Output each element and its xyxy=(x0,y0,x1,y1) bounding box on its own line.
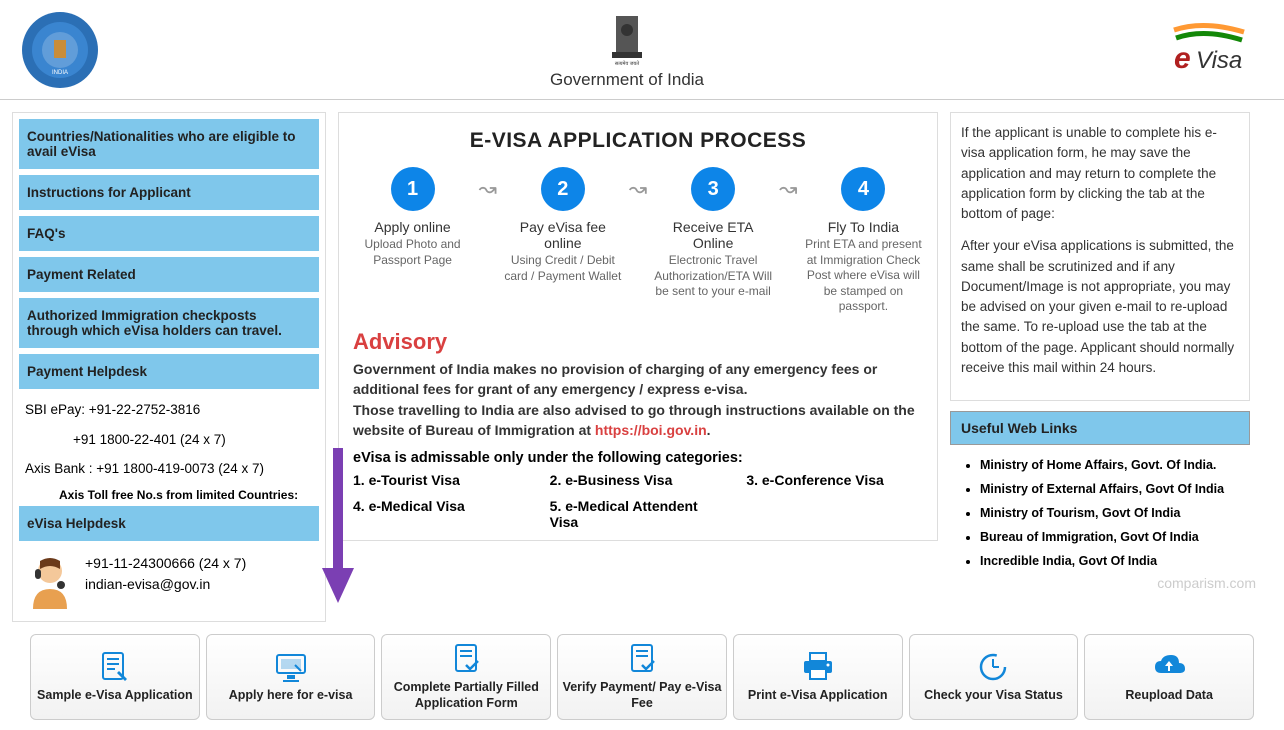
main-content: Countries/Nationalities who are eligible… xyxy=(0,100,1284,634)
axis-bank-text: Axis Bank : +91 1800-419-0073 (24 x 7) xyxy=(19,454,319,484)
categories-title: eVisa is admissable only under the follo… xyxy=(353,450,923,466)
category-item: 5. e-Medical Attendent Visa xyxy=(550,498,727,530)
button-label: Apply here for e-visa xyxy=(229,687,353,703)
useful-link[interactable]: Incredible India, Govt Of India xyxy=(980,549,1240,573)
useful-link[interactable]: Ministry of Tourism, Govt Of India xyxy=(980,501,1240,525)
sbi-alt-text: +91 1800-22-401 (24 x 7) xyxy=(19,425,319,455)
useful-links-header: Useful Web Links xyxy=(950,411,1250,445)
button-label: Reupload Data xyxy=(1125,687,1213,703)
svg-text:सत्यमेव जयते: सत्यमेव जयते xyxy=(615,60,639,66)
step-title: Apply online xyxy=(374,219,450,235)
step-title: Pay eVisa fee online xyxy=(504,219,622,251)
verify-payment-button[interactable]: Verify Payment/ Pay e-Visa Fee xyxy=(557,634,727,721)
document-check-icon xyxy=(448,643,484,675)
step-3: 3 Receive ETA Online Electronic Travel A… xyxy=(654,167,772,300)
sidebar-item-faq[interactable]: FAQ's xyxy=(19,216,319,251)
process-steps: 1 Apply online Upload Photo and Passport… xyxy=(353,167,923,315)
category-item: 4. e-Medical Visa xyxy=(353,498,530,530)
check-status-button[interactable]: Check your Visa Status xyxy=(909,634,1079,721)
useful-links-list: Ministry of Home Affairs, Govt. Of India… xyxy=(950,445,1250,581)
step-desc: Print ETA and present at Immigration Che… xyxy=(804,237,922,315)
process-title: E-VISA APPLICATION PROCESS xyxy=(353,129,923,153)
clock-icon xyxy=(975,651,1011,683)
sbi-epay-text: SBI ePay: +91-22-2752-3816 xyxy=(19,395,319,425)
sidebar-item-payment[interactable]: Payment Related xyxy=(19,257,319,292)
monitor-icon xyxy=(273,651,309,683)
step-desc: Using Credit / Debit card / Payment Wall… xyxy=(504,253,622,284)
step-circle: 4 xyxy=(841,167,885,211)
helpdesk-email: indian-evisa@gov.in xyxy=(85,574,246,595)
step-desc: Upload Photo and Passport Page xyxy=(354,237,472,268)
info-panel: If the applicant is unable to complete h… xyxy=(950,112,1250,401)
useful-link[interactable]: Ministry of External Affairs, Govt Of In… xyxy=(980,477,1240,501)
step-1: 1 Apply online Upload Photo and Passport… xyxy=(354,167,472,268)
advisory-heading: Advisory xyxy=(353,329,923,355)
center-panel: E-VISA APPLICATION PROCESS 1 Apply onlin… xyxy=(338,112,938,541)
categories-grid: 1. e-Tourist Visa 2. e-Business Visa 3. … xyxy=(353,472,923,530)
sidebar: Countries/Nationalities who are eligible… xyxy=(12,112,326,622)
svg-text:INDIA: INDIA xyxy=(52,70,68,76)
useful-link[interactable]: Bureau of Immigration, Govt Of India xyxy=(980,525,1240,549)
info-p1: If the applicant is unable to complete h… xyxy=(961,123,1239,224)
useful-links-panel: Useful Web Links Ministry of Home Affair… xyxy=(950,411,1250,581)
step-4: 4 Fly To India Print ETA and present at … xyxy=(804,167,922,315)
helpdesk-phone: +91-11-24300666 (24 x 7) xyxy=(85,553,246,574)
category-item: 3. e-Conference Visa xyxy=(746,472,923,488)
document-edit-icon xyxy=(97,651,133,683)
header: INDIA सत्यमेव जयते Government of India e… xyxy=(0,0,1284,100)
arrow-icon: ↝ xyxy=(473,167,503,211)
step-circle: 1 xyxy=(391,167,435,211)
sidebar-item-eligible[interactable]: Countries/Nationalities who are eligible… xyxy=(19,119,319,169)
govt-text: Government of India xyxy=(550,70,704,90)
svg-text:e: e xyxy=(1174,42,1191,75)
evisa-logo: e Visa xyxy=(1154,20,1264,80)
button-label: Check your Visa Status xyxy=(924,687,1063,703)
axis-note: Axis Toll free No.s from limited Countri… xyxy=(19,484,319,506)
complete-partial-button[interactable]: Complete Partially Filled Application Fo… xyxy=(381,634,551,721)
advisory-p1: Government of India makes no provision o… xyxy=(353,361,877,397)
printer-icon xyxy=(800,651,836,683)
arrow-icon: ↝ xyxy=(773,167,803,211)
advisory-link[interactable]: https://boi.gov.in xyxy=(595,422,707,438)
useful-link[interactable]: Ministry of Home Affairs, Govt. Of India… xyxy=(980,453,1240,477)
cloud-upload-icon xyxy=(1151,651,1187,683)
apply-here-button[interactable]: Apply here for e-visa xyxy=(206,634,376,721)
bottom-buttons: Sample e-Visa Application Apply here for… xyxy=(0,634,1284,730)
sidebar-item-instructions[interactable]: Instructions for Applicant xyxy=(19,175,319,210)
emblem-icon: सत्यमेव जयते xyxy=(602,10,652,66)
reupload-button[interactable]: Reupload Data xyxy=(1084,634,1254,721)
right-column: If the applicant is unable to complete h… xyxy=(950,112,1250,581)
print-application-button[interactable]: Print e-Visa Application xyxy=(733,634,903,721)
svg-text:Visa: Visa xyxy=(1196,47,1242,74)
step-2: 2 Pay eVisa fee online Using Credit / De… xyxy=(504,167,622,284)
step-circle: 3 xyxy=(691,167,735,211)
step-circle: 2 xyxy=(541,167,585,211)
watermark: comparism.com xyxy=(1157,575,1256,591)
bureau-logo: INDIA xyxy=(20,10,100,90)
category-item: 2. e-Business Visa xyxy=(550,472,727,488)
button-label: Print e-Visa Application xyxy=(748,687,888,703)
step-desc: Electronic Travel Authorization/ETA Will… xyxy=(654,253,772,300)
category-item: 1. e-Tourist Visa xyxy=(353,472,530,488)
button-label: Verify Payment/ Pay e-Visa Fee xyxy=(562,679,722,712)
step-title: Fly To India xyxy=(828,219,899,235)
avatar-icon xyxy=(25,553,75,609)
sidebar-item-payment-helpdesk[interactable]: Payment Helpdesk xyxy=(19,354,319,389)
sidebar-item-evisa-helpdesk[interactable]: eVisa Helpdesk xyxy=(19,506,319,541)
button-label: Complete Partially Filled Application Fo… xyxy=(386,679,546,712)
document-check-icon xyxy=(624,643,660,675)
arrow-icon: ↝ xyxy=(623,167,653,211)
info-p2: After your eVisa applications is submitt… xyxy=(961,236,1239,378)
advisory-text: Government of India makes no provision o… xyxy=(353,359,923,440)
header-center: सत्यमेव जयते Government of India xyxy=(550,10,704,90)
sample-application-button[interactable]: Sample e-Visa Application xyxy=(30,634,200,721)
helpdesk-contact: +91-11-24300666 (24 x 7) indian-evisa@go… xyxy=(19,547,319,615)
advisory-p2b: . xyxy=(707,422,711,438)
sidebar-item-checkposts[interactable]: Authorized Immigration checkposts throug… xyxy=(19,298,319,348)
button-label: Sample e-Visa Application xyxy=(37,687,193,703)
step-title: Receive ETA Online xyxy=(654,219,772,251)
